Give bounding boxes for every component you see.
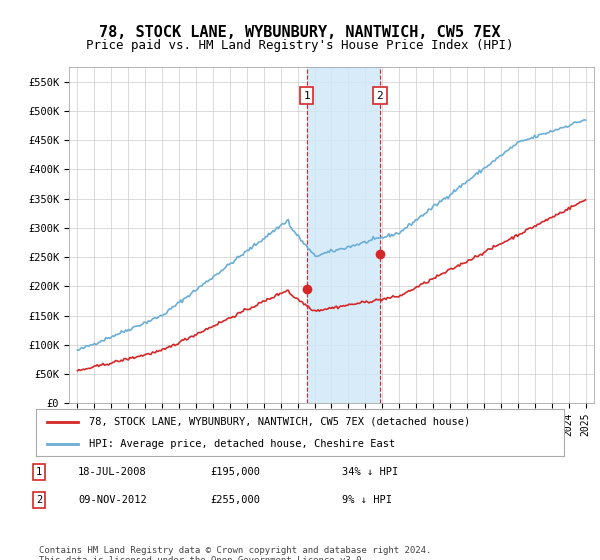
Text: Contains HM Land Registry data © Crown copyright and database right 2024.
This d: Contains HM Land Registry data © Crown c… (39, 546, 431, 560)
Bar (307, 67, 380, 403)
Text: Price paid vs. HM Land Registry's House Price Index (HPI): Price paid vs. HM Land Registry's House … (86, 39, 514, 52)
Text: 1: 1 (36, 467, 42, 477)
Text: 09-NOV-2012: 09-NOV-2012 (78, 495, 147, 505)
Text: 78, STOCK LANE, WYBUNBURY, NANTWICH, CW5 7EX (detached house): 78, STOCK LANE, WYBUNBURY, NANTWICH, CW5… (89, 417, 470, 427)
Text: 9% ↓ HPI: 9% ↓ HPI (342, 495, 392, 505)
Text: 18-JUL-2008: 18-JUL-2008 (78, 467, 147, 477)
Text: 2: 2 (36, 495, 42, 505)
Text: 2: 2 (377, 91, 383, 101)
Text: £195,000: £195,000 (210, 467, 260, 477)
Text: 34% ↓ HPI: 34% ↓ HPI (342, 467, 398, 477)
Text: 78, STOCK LANE, WYBUNBURY, NANTWICH, CW5 7EX: 78, STOCK LANE, WYBUNBURY, NANTWICH, CW5… (99, 25, 501, 40)
Text: HPI: Average price, detached house, Cheshire East: HPI: Average price, detached house, Ches… (89, 438, 395, 449)
Text: £255,000: £255,000 (210, 495, 260, 505)
Text: 1: 1 (304, 91, 310, 101)
